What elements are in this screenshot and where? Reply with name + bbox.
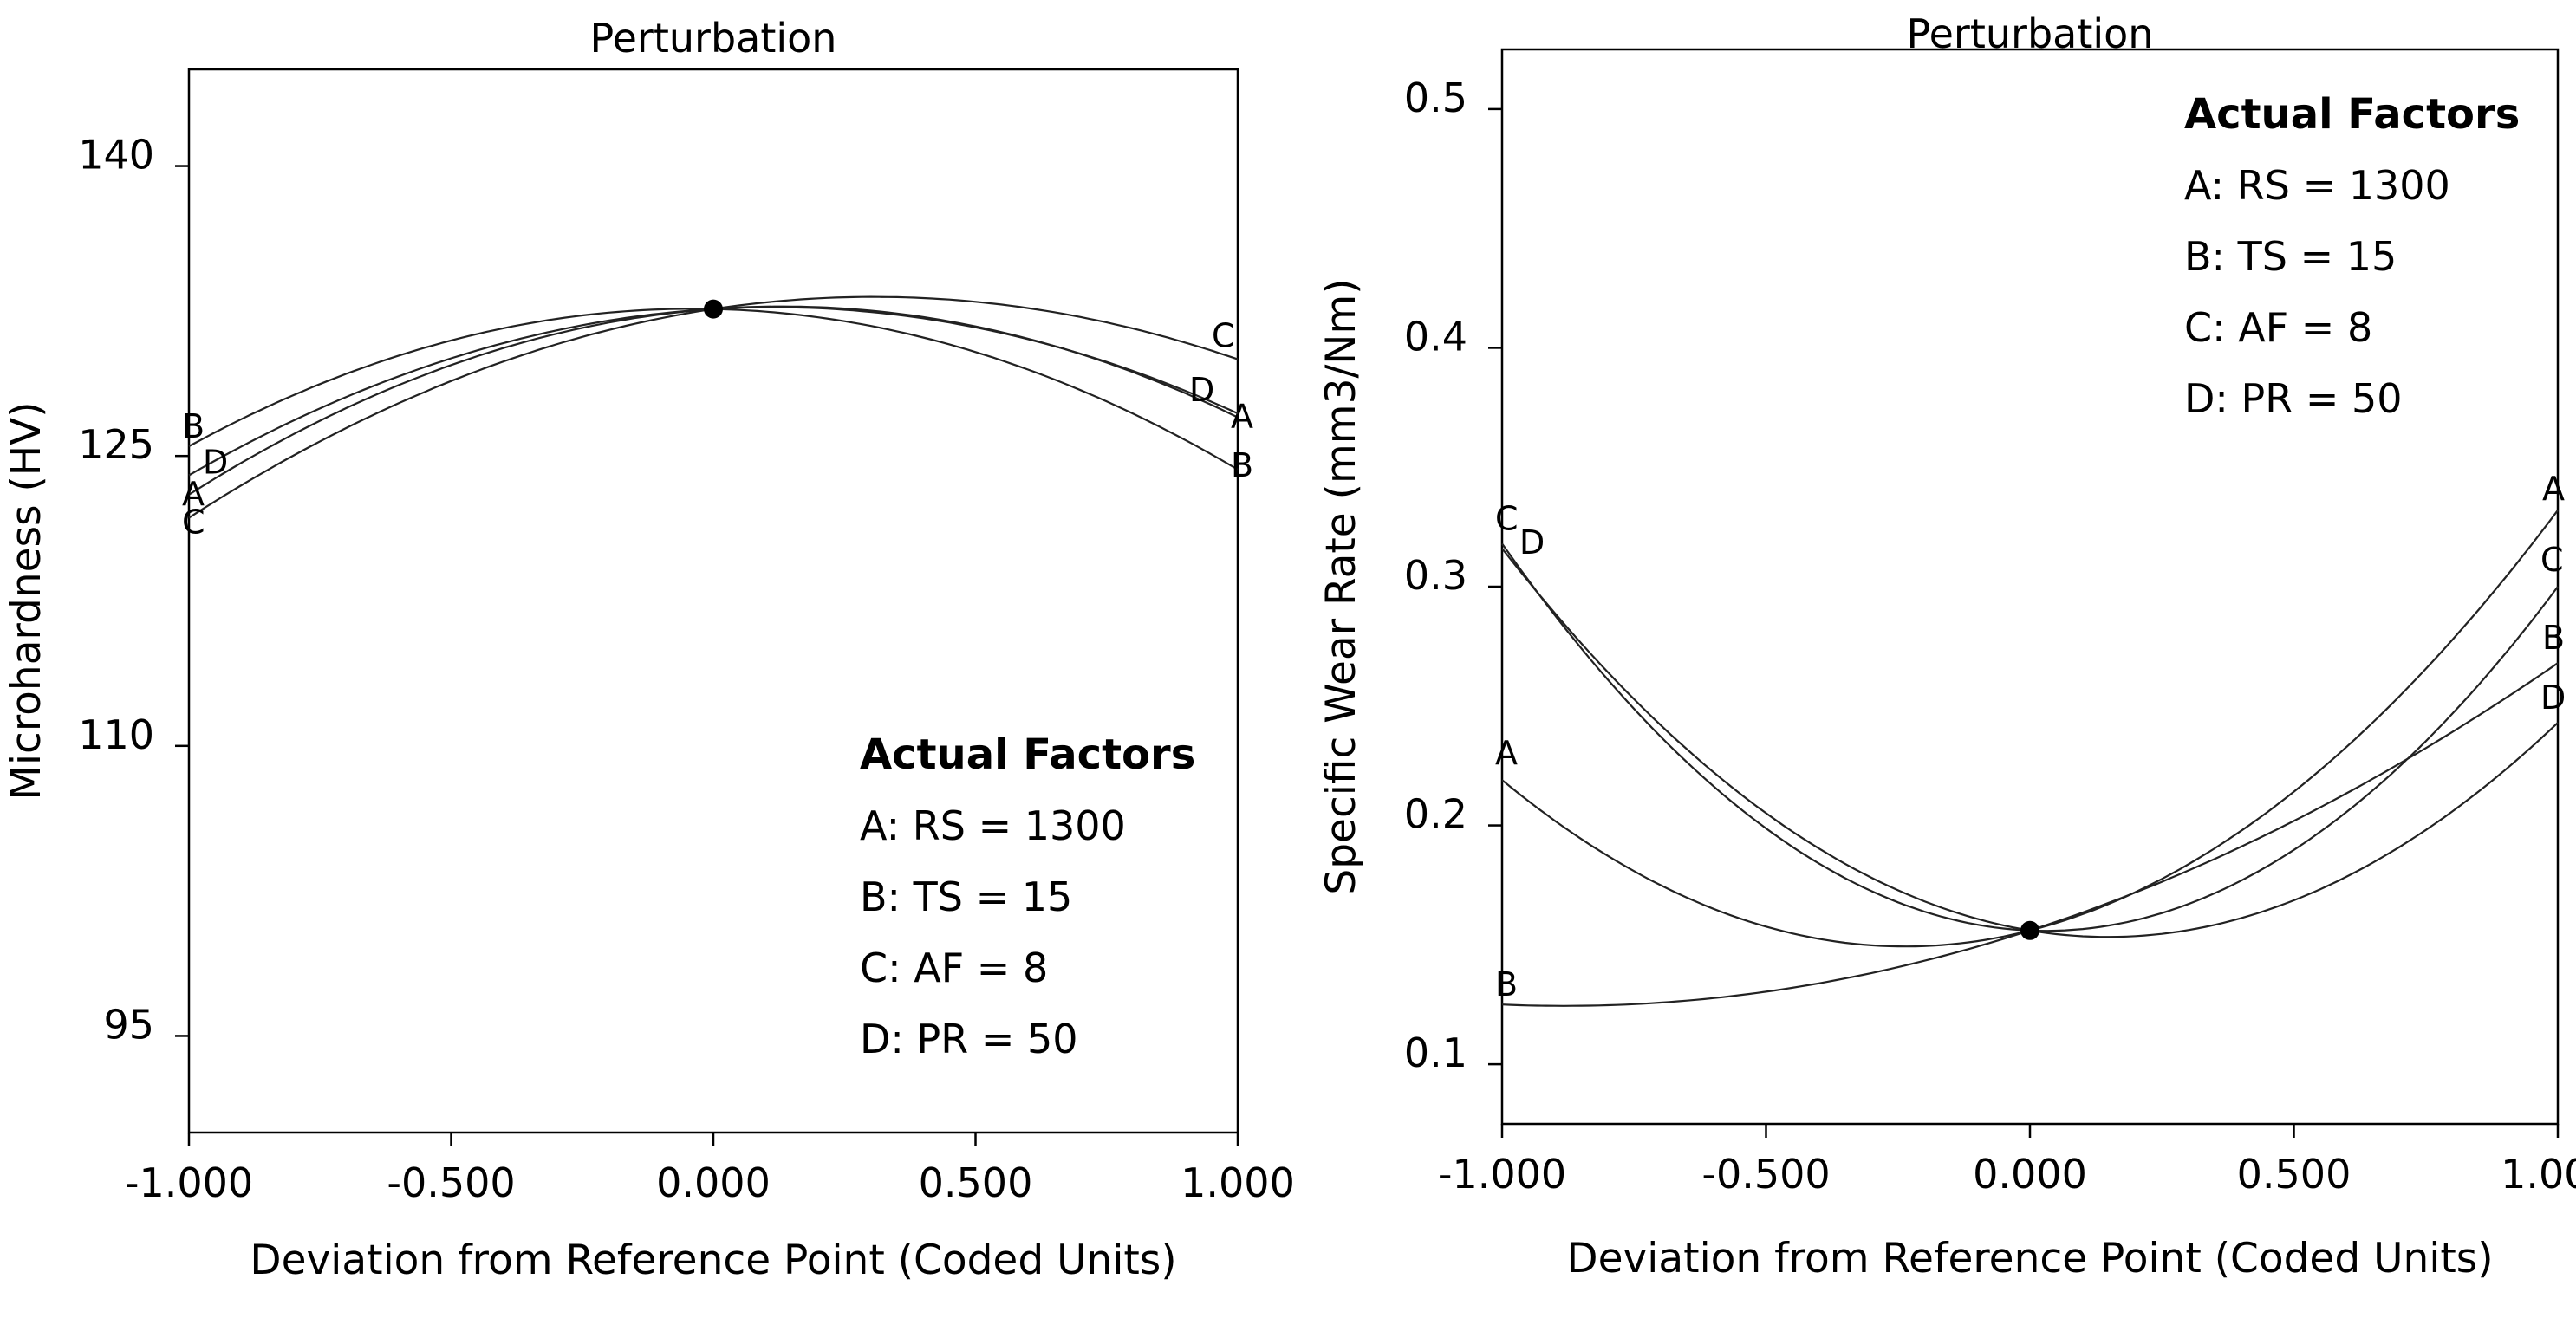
x-tick-label: 0.500 xyxy=(919,1159,1033,1206)
series-line-b xyxy=(188,308,1239,471)
series-line-d xyxy=(1501,548,2559,938)
chart-1: Perturbation -1.000 -0.500 0.000 0.500 1.000 9… xyxy=(3,15,1295,1284)
x-tick-label: 1.000 xyxy=(2501,1151,2576,1198)
x-axis-label: Deviation from Reference Point (Coded Un… xyxy=(1566,1235,2493,1282)
y-tick-label: 95 xyxy=(103,1001,154,1048)
series-line-a xyxy=(188,305,1239,496)
series-label-right: B xyxy=(1231,446,1253,484)
series-label-right: A xyxy=(2542,470,2565,508)
legend-item: A: RS = 1300 xyxy=(860,802,1126,849)
legend-item: B: TS = 15 xyxy=(2184,233,2397,280)
series-label-right: C xyxy=(1212,317,1235,355)
series-label-left: B xyxy=(1495,965,1518,1003)
reference-point xyxy=(2020,920,2039,940)
series-label-right: B xyxy=(2542,619,2565,657)
series-label-left: C xyxy=(182,503,205,542)
legend-item: A: RS = 1300 xyxy=(2184,162,2450,209)
plot-frame xyxy=(187,68,1239,1134)
legend: Actual Factors A: RS = 1300 B: TS = 15 C: A… xyxy=(2184,90,2520,422)
legend-item: C: AF = 8 xyxy=(860,945,1048,991)
x-tick-label: -1.000 xyxy=(1438,1151,1566,1198)
legend-heading: Actual Factors xyxy=(2184,90,2520,139)
plot-frame xyxy=(1500,48,2560,1126)
series-label-left: C xyxy=(1495,499,1519,537)
legend-item: C: AF = 8 xyxy=(2184,304,2372,351)
y-tick-label: 110 xyxy=(78,711,154,758)
series-line-b xyxy=(1501,662,2559,1007)
x-tick-label: -1.000 xyxy=(125,1159,253,1206)
y-tick-label: 125 xyxy=(78,421,154,468)
y-tick-label: 0.1 xyxy=(1404,1029,1467,1076)
legend: Actual Factors A: RS = 1300 B: TS = 15 C: A… xyxy=(860,730,1195,1062)
series-label-right: D xyxy=(1189,371,1214,409)
legend-item: B: TS = 15 xyxy=(860,873,1072,920)
y-axis-label: Microhardness (HV) xyxy=(3,401,50,800)
y-tick-label: 0.5 xyxy=(1404,75,1467,121)
legend-item: D: PR = 50 xyxy=(860,1016,1078,1062)
y-tick-label: 0.3 xyxy=(1404,552,1467,599)
series-label-left: D xyxy=(203,443,228,481)
series-label-right: C xyxy=(2540,541,2564,579)
series-label-right: A xyxy=(1231,398,1253,436)
legend-item: D: PR = 50 xyxy=(2184,375,2403,422)
y-tick-label: 0.4 xyxy=(1404,313,1467,360)
x-tick-label: 0.500 xyxy=(2237,1151,2352,1198)
x-tick-label: 0.000 xyxy=(1973,1151,2087,1198)
x-tick-label: 0.000 xyxy=(656,1159,771,1206)
x-tick-label: -0.500 xyxy=(1701,1151,1830,1198)
y-tick-label: 0.2 xyxy=(1404,791,1467,838)
x-tick-label: 1.000 xyxy=(1181,1159,1295,1206)
y-tick-label: 140 xyxy=(78,132,154,179)
y-axis-label: Specific Wear Rate (mm3/Nm) xyxy=(1317,278,1365,894)
chart-title: Perturbation xyxy=(1907,10,2154,57)
series-line-a xyxy=(1501,510,2559,948)
series-label-left: D xyxy=(1519,523,1545,562)
legend-heading: Actual Factors xyxy=(860,730,1195,779)
chart-2: Perturbation -1.000 -0.500 0.000 0.500 1.000 0… xyxy=(1317,10,2576,1282)
series-label-left: A xyxy=(182,475,205,513)
series-line-c xyxy=(1501,542,2559,932)
x-axis-label: Deviation from Reference Point (Coded Un… xyxy=(250,1237,1176,1284)
series-label-left: A xyxy=(1495,734,1518,772)
series-label-right: D xyxy=(2540,678,2566,717)
chart-title: Perturbation xyxy=(590,15,837,62)
reference-point xyxy=(704,299,723,319)
x-tick-label: -0.500 xyxy=(387,1159,515,1206)
series-line-d xyxy=(188,306,1239,477)
series-label-left: B xyxy=(182,407,205,445)
